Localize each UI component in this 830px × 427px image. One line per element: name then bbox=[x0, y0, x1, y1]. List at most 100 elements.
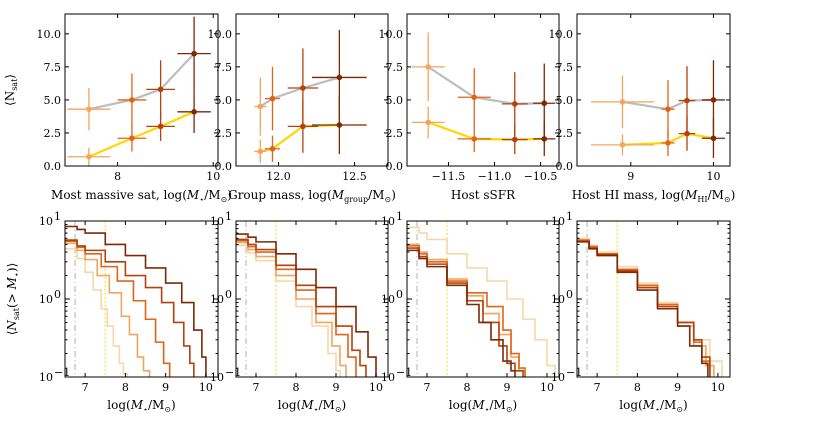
y-tick-exponent: −1 bbox=[396, 366, 412, 379]
y-tick-label: 7.5 bbox=[386, 61, 404, 74]
data-point bbox=[541, 100, 548, 107]
x-axis-label-part: M bbox=[642, 398, 656, 412]
data-point bbox=[86, 106, 92, 112]
data-point bbox=[665, 106, 671, 112]
data-point bbox=[257, 103, 264, 110]
x-tick-label: 12.5 bbox=[342, 170, 367, 183]
y-axis-label-part: N bbox=[5, 320, 19, 332]
y-tick-label: 10.0 bbox=[208, 28, 233, 41]
cumulative-curve bbox=[577, 239, 715, 377]
x-tick-label: 10 bbox=[199, 381, 213, 394]
x-tick-label: 10 bbox=[540, 381, 554, 394]
data-point bbox=[129, 97, 135, 103]
x-tick-label: 10 bbox=[206, 170, 220, 183]
y-tick-label: 10 bbox=[381, 293, 395, 306]
data-point bbox=[300, 85, 306, 91]
x-tick-label: 10 bbox=[711, 381, 725, 394]
y-axis-label-part: M bbox=[5, 276, 19, 290]
y-tick-label: 5.0 bbox=[44, 94, 62, 107]
x-axis-label-part: /M bbox=[204, 188, 220, 202]
y-tick-label: 7.5 bbox=[215, 61, 233, 74]
cumulative-curve bbox=[236, 239, 357, 377]
x-axis-label-part: ⋆ bbox=[199, 195, 204, 204]
x-axis-label: log(M⋆/M⊙) bbox=[278, 398, 346, 414]
x-axis-label: log(M⋆/M⊙) bbox=[619, 398, 687, 414]
y-tick-label: 5.0 bbox=[215, 94, 233, 107]
data-point bbox=[336, 122, 343, 128]
y-tick-label: 10 bbox=[210, 215, 224, 228]
x-axis-label-part: ⊙ bbox=[676, 405, 683, 414]
x-tick-label: 10 bbox=[706, 170, 720, 183]
x-axis-label-part: HI bbox=[697, 195, 707, 204]
data-point bbox=[269, 146, 276, 152]
y-tick-label: 10 bbox=[39, 215, 53, 228]
x-axis-label-part: ⊙ bbox=[221, 195, 228, 204]
y-tick-label: 10 bbox=[39, 371, 53, 384]
cumulative-curve bbox=[577, 240, 711, 377]
data-point bbox=[336, 74, 343, 81]
x-axis-label-part: ⋆ bbox=[484, 405, 489, 414]
x-axis-label-part: group bbox=[344, 195, 368, 204]
x-axis-label-part: log( bbox=[278, 398, 301, 412]
x-axis-label-part: ⋆ bbox=[313, 405, 318, 414]
cumulative-curve bbox=[577, 237, 723, 377]
x-axis-label-part: Host sSFR bbox=[451, 188, 516, 202]
x-axis-label-part: ) bbox=[171, 398, 176, 412]
y-tick-label: 2.5 bbox=[44, 127, 62, 140]
x-axis-label-part: M bbox=[471, 398, 485, 412]
data-point bbox=[257, 148, 264, 155]
gray-series-line bbox=[427, 65, 545, 105]
x-axis-label-part: ⊙ bbox=[335, 405, 342, 414]
x-axis-label-part: ⋆ bbox=[655, 405, 660, 414]
y-axis-label-part: ⋆ bbox=[12, 272, 21, 277]
x-axis-label-part: /M bbox=[368, 188, 384, 202]
y-tick-label: 2.5 bbox=[386, 127, 404, 140]
axes-frame bbox=[406, 13, 560, 167]
x-axis-label-part: ) bbox=[513, 398, 518, 412]
x-axis-label-part: /M bbox=[660, 398, 676, 412]
y-tick-exponent: −1 bbox=[225, 366, 241, 379]
x-axis-label-part: ⊙ bbox=[164, 405, 171, 414]
x-tick-label: 10 bbox=[369, 381, 383, 394]
cumulative-curve bbox=[65, 239, 195, 377]
y-axis-label-part: ⟩ bbox=[3, 74, 17, 79]
y-axis-label-part: sat bbox=[12, 307, 21, 320]
data-point bbox=[665, 140, 671, 146]
y-axis-label: ⟨Nsat(> M⋆)⟩ bbox=[5, 263, 21, 336]
y-axis-label-part: )⟩ bbox=[5, 263, 19, 272]
x-tick-label: −10.5 bbox=[524, 170, 558, 183]
x-tick-label: 9 bbox=[627, 170, 634, 183]
y-tick-exponent: 0 bbox=[566, 288, 573, 301]
data-point bbox=[471, 94, 478, 101]
data-point bbox=[425, 64, 431, 70]
y-tick-label: 10.0 bbox=[549, 28, 574, 41]
data-point bbox=[684, 130, 690, 137]
x-axis-label: log(M⋆/M⊙) bbox=[449, 398, 517, 414]
y-axis-label: ⟨Nsat⟩ bbox=[3, 74, 19, 106]
y-tick-label: 10 bbox=[39, 293, 53, 306]
y-tick-exponent: −1 bbox=[54, 366, 70, 379]
x-axis-label-part: log( bbox=[619, 398, 642, 412]
y-tick-label: 10 bbox=[210, 371, 224, 384]
top-panel-group-mass: 0.0 2.5 5.0 7.5 10.0 12.0 12.5 Group mass, log(… bbox=[208, 13, 396, 204]
x-axis-label-part: ) bbox=[391, 188, 396, 202]
y-tick-label: 10 bbox=[551, 371, 565, 384]
x-axis-label-part: ⊙ bbox=[384, 195, 391, 204]
data-point bbox=[684, 97, 690, 104]
x-axis-label-part: ) bbox=[731, 188, 736, 202]
x-axis-label-part: M bbox=[300, 398, 314, 412]
x-tick-label: 9 bbox=[333, 381, 340, 394]
x-axis-label-part: ⋆ bbox=[143, 405, 148, 414]
x-axis-label-part: /M bbox=[490, 398, 506, 412]
data-point bbox=[619, 99, 626, 105]
x-axis-label-part: /M bbox=[148, 398, 164, 412]
y-tick-label: 10 bbox=[551, 293, 565, 306]
y-tick-label: 10 bbox=[381, 371, 395, 384]
y-axis-label-part: ⟨ bbox=[5, 331, 19, 336]
y-tick-label: 7.5 bbox=[44, 61, 62, 74]
data-point bbox=[425, 119, 431, 126]
x-tick-label: −11.0 bbox=[478, 170, 512, 183]
x-tick-label: −11.5 bbox=[432, 170, 466, 183]
